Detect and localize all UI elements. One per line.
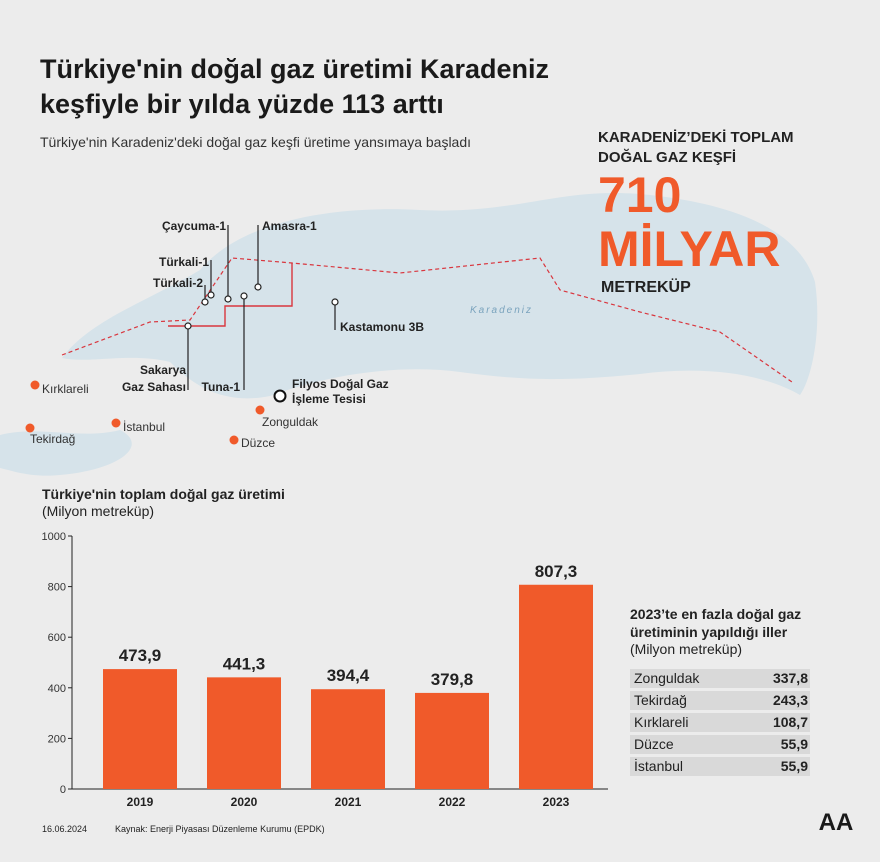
bar <box>519 584 593 789</box>
table: Zonguldak 337,8 Tekirdağ 243,3 Kırklareli 108… <box>630 669 810 776</box>
eez-border <box>61 257 793 383</box>
y-tick-label: 1000 <box>42 531 66 543</box>
value-label: 441,3 <box>223 654 266 673</box>
bar <box>103 669 177 789</box>
table-row <box>630 713 810 732</box>
field-dot <box>184 322 192 330</box>
field-dot <box>331 298 339 306</box>
city-dot <box>255 405 265 415</box>
table-cell: 337,8 <box>773 670 808 686</box>
y-tick-label: 200 <box>48 733 66 745</box>
city-label: Düzce <box>241 436 275 450</box>
table-cell: 108,7 <box>773 714 808 730</box>
bar <box>311 689 385 789</box>
table-row <box>630 669 810 688</box>
bar <box>207 677 281 789</box>
date: 16.06.2024 <box>42 824 87 834</box>
facility-label: Filyos Doğal Gaz <box>292 377 389 391</box>
table-title: 2023’te en fazla doğal gaz <box>630 606 801 622</box>
city-dot <box>229 435 239 445</box>
field-border <box>168 263 293 327</box>
bar-chart: 0 200 400 600 800 1000 2019 473,9 2020 441,3 2021 3… <box>42 531 608 809</box>
table-cell: Tekirdağ <box>634 692 687 708</box>
table-row <box>630 735 810 754</box>
discovery-label: KARADENİZ’DEKİ TOPLAM <box>598 129 794 146</box>
sea-label: Karadeniz <box>470 305 533 316</box>
bar <box>415 692 489 789</box>
discovery-unit: METREKÜP <box>601 277 691 296</box>
x-tick-label: 2019 <box>127 795 154 809</box>
value-label: 394,4 <box>327 666 370 685</box>
field-label: Türkali-1 <box>159 255 209 269</box>
value-label: 473,9 <box>119 646 162 665</box>
field-label: Çaycuma-1 <box>162 219 226 233</box>
chart-subtitle: (Milyon metreküp) <box>42 503 154 519</box>
x-tick-label: 2022 <box>439 795 466 809</box>
field-dot <box>240 292 248 300</box>
value-label: 379,8 <box>431 670 474 689</box>
city-dot <box>30 380 40 390</box>
field-dot <box>207 291 215 299</box>
x-tick-label: 2021 <box>335 795 362 809</box>
table-cell: İstanbul <box>634 757 683 774</box>
table-cell: Kırklareli <box>634 714 688 730</box>
city-label: Tekirdağ <box>30 432 75 446</box>
y-tick-label: 800 <box>48 582 66 594</box>
city-label: Zonguldak <box>262 415 319 429</box>
table-cell: 55,9 <box>781 758 808 774</box>
title: Türkiye'nin doğal gaz üretimi Karadeniz <box>40 54 549 84</box>
table-cell: Düzce <box>634 736 674 752</box>
field-dot <box>224 295 232 303</box>
facility-dot <box>273 389 287 403</box>
field-dot <box>254 283 262 291</box>
source: Kaynak: Enerji Piyasası Düzenleme Kurumu… <box>115 824 325 834</box>
logo: AA <box>819 809 854 836</box>
city-dot <box>25 423 35 433</box>
city-dot <box>111 418 121 428</box>
y-tick-label: 400 <box>48 683 66 695</box>
y-tick-label: 600 <box>48 632 66 644</box>
discovery-magnitude: MİLYAR <box>598 221 780 277</box>
discovery-label: DOĞAL GAZ KEŞFİ <box>598 148 736 166</box>
city-label: Kırklareli <box>42 382 89 396</box>
facility-label: İşleme Tesisi <box>292 391 366 406</box>
table-cell: 55,9 <box>781 736 808 752</box>
black-sea <box>62 192 818 399</box>
city-label: İstanbul <box>123 420 165 434</box>
y-tick-label: 0 <box>60 784 66 796</box>
field-label: Sakarya <box>140 363 186 377</box>
chart-title: Türkiye'nin toplam doğal gaz üretimi <box>42 486 285 502</box>
field-label: Amasra-1 <box>262 219 317 233</box>
table-row <box>630 691 810 710</box>
discovery-number: 710 <box>598 167 681 223</box>
field-dot <box>201 298 209 306</box>
table-subtitle: (Milyon metreküp) <box>630 641 742 657</box>
field-label: Tuna-1 <box>202 380 241 394</box>
table-row <box>630 757 810 776</box>
field-label: Türkali-2 <box>153 276 203 290</box>
x-tick-label: 2023 <box>543 795 570 809</box>
marmara-sea <box>0 430 132 476</box>
table-cell: Zonguldak <box>634 670 700 686</box>
value-label: 807,3 <box>535 562 578 581</box>
table-cell: 243,3 <box>773 692 808 708</box>
subtitle: Türkiye'nin Karadeniz'deki doğal gaz keş… <box>40 134 471 150</box>
field-label: Kastamonu 3B <box>340 320 424 334</box>
title: keşfiyle bir yılda yüzde 113 arttı <box>40 89 444 119</box>
x-tick-label: 2020 <box>231 795 258 809</box>
field-label: Gaz Sahası <box>122 380 186 394</box>
table-title: üretiminin yapıldığı iller <box>630 624 788 640</box>
